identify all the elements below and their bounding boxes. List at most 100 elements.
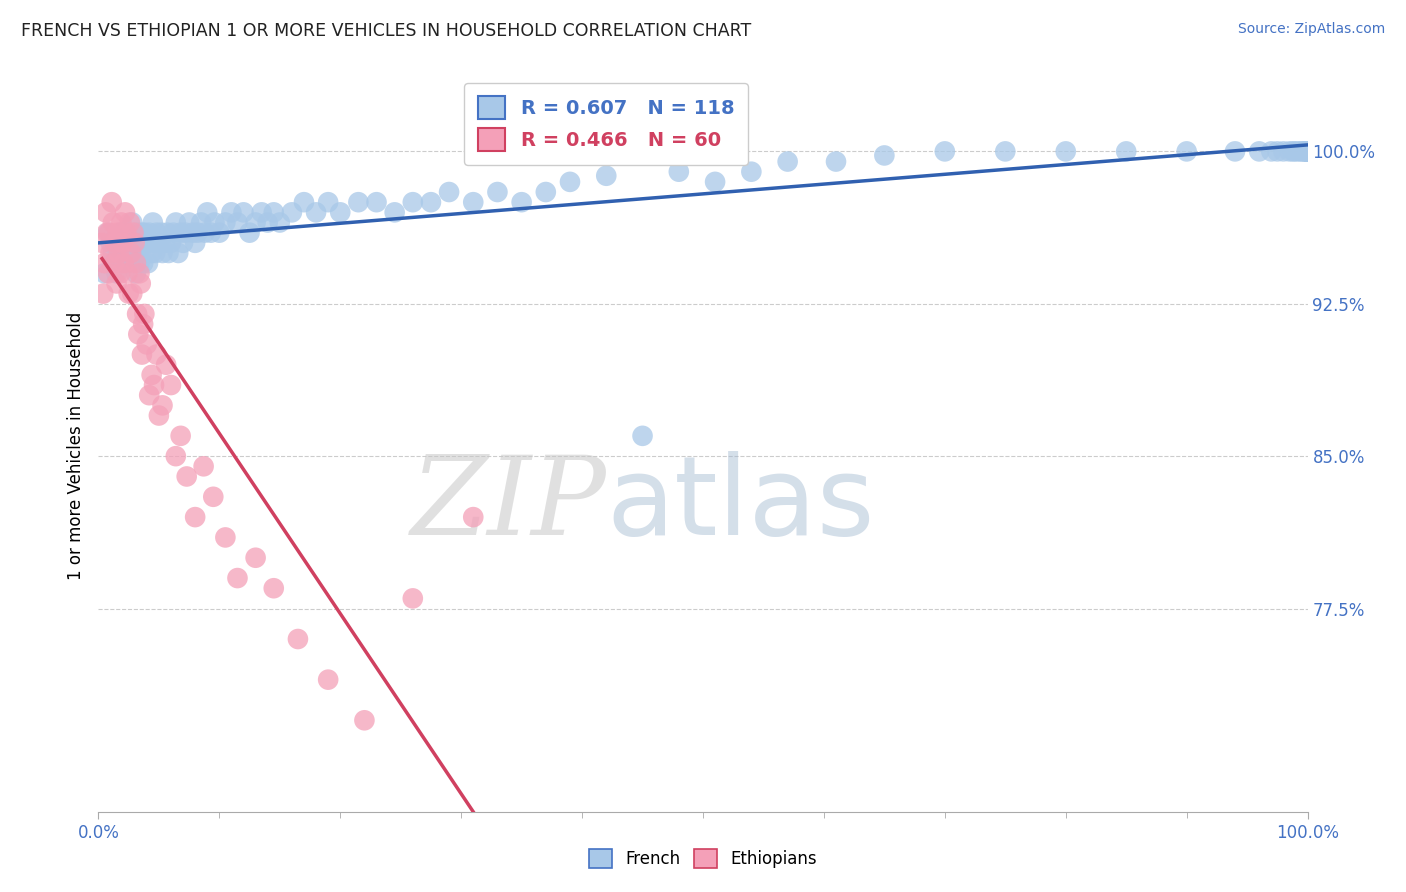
Point (160, 235, 183, 250)
Point (111, 235, 134, 250)
Point (136, 256, 159, 270)
Point (558, 175, 581, 189)
Point (105, 277, 128, 291)
Point (127, 307, 149, 321)
Point (115, 226, 138, 240)
Point (107, 226, 129, 240)
Point (245, 550, 267, 565)
Point (934, 145, 956, 159)
Point (110, 235, 132, 250)
Point (110, 215, 132, 229)
Point (112, 226, 135, 240)
Point (127, 226, 149, 240)
Point (132, 256, 155, 270)
Point (98, 226, 121, 240)
Point (148, 235, 170, 250)
Point (994, 145, 1017, 159)
Point (287, 632, 309, 646)
Point (704, 175, 727, 189)
Point (292, 195, 315, 210)
Point (143, 378, 166, 392)
Point (184, 510, 207, 524)
Point (143, 246, 166, 260)
Point (1272, 145, 1295, 159)
Point (128, 256, 150, 270)
Point (190, 215, 212, 229)
Point (176, 469, 198, 483)
Point (776, 154, 799, 169)
Point (160, 378, 183, 392)
Point (120, 246, 142, 260)
Point (347, 195, 370, 210)
Point (214, 215, 236, 229)
Point (148, 409, 170, 423)
Point (118, 226, 141, 240)
Text: Source: ZipAtlas.com: Source: ZipAtlas.com (1237, 22, 1385, 37)
Point (117, 266, 139, 280)
Point (226, 571, 249, 585)
Point (114, 205, 136, 219)
Point (740, 164, 762, 178)
Point (150, 226, 173, 240)
Point (91, 286, 114, 301)
Point (226, 215, 249, 229)
Point (100, 246, 122, 260)
Point (103, 256, 125, 270)
Point (105, 266, 128, 280)
Point (127, 246, 149, 260)
Point (108, 246, 131, 260)
Point (100, 195, 122, 210)
Point (1267, 145, 1289, 159)
Point (1296, 145, 1319, 159)
Point (115, 235, 138, 250)
Point (162, 226, 184, 240)
Point (1282, 145, 1305, 159)
Point (112, 256, 135, 270)
Point (91, 235, 114, 250)
Point (96, 226, 118, 240)
Point (402, 195, 425, 210)
Point (316, 673, 339, 687)
Point (111, 256, 134, 270)
Point (131, 226, 153, 240)
Text: FRENCH VS ETHIOPIAN 1 OR MORE VEHICLES IN HOUSEHOLD CORRELATION CHART: FRENCH VS ETHIOPIAN 1 OR MORE VEHICLES I… (21, 22, 751, 40)
Point (486, 185, 509, 199)
Point (132, 317, 155, 331)
Point (125, 266, 148, 280)
Point (402, 591, 425, 606)
Point (305, 205, 328, 219)
Point (366, 195, 388, 210)
Point (138, 226, 160, 240)
Point (138, 388, 160, 402)
Point (134, 307, 156, 321)
Point (141, 368, 163, 382)
Point (108, 246, 131, 260)
Point (510, 195, 533, 210)
Point (145, 347, 167, 362)
Point (101, 246, 124, 260)
Point (117, 256, 139, 270)
Point (118, 215, 141, 229)
Point (94, 205, 117, 219)
Point (100, 235, 122, 250)
Point (281, 205, 304, 219)
Point (221, 205, 243, 219)
Point (156, 226, 179, 240)
Point (127, 327, 149, 342)
Point (1295, 145, 1317, 159)
Point (353, 714, 375, 728)
Point (93, 266, 115, 280)
Point (174, 226, 197, 240)
Point (1054, 145, 1077, 159)
Point (169, 429, 191, 443)
Point (316, 195, 339, 210)
Point (122, 226, 145, 240)
Point (157, 246, 180, 260)
Point (155, 358, 177, 372)
Text: ZIP: ZIP (411, 450, 606, 558)
Point (172, 235, 194, 250)
Point (873, 148, 896, 162)
Point (195, 205, 218, 219)
Point (114, 246, 136, 260)
Point (129, 277, 152, 291)
